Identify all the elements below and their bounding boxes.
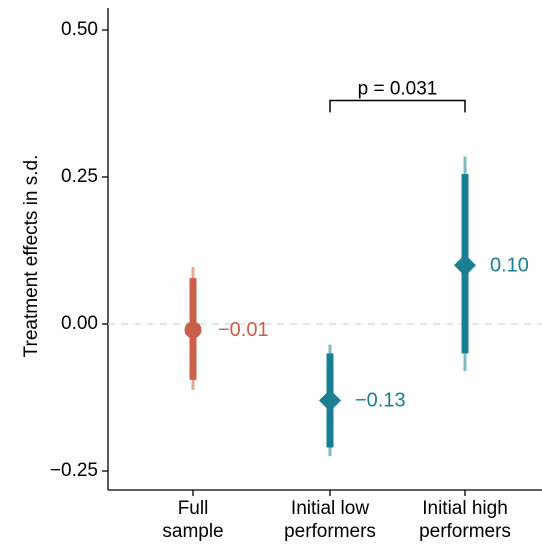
x-tick-label: performers (284, 521, 376, 542)
point-estimate-0 (184, 321, 202, 339)
y-tick-label: 0.50 (61, 19, 98, 40)
x-tick-label: Full (178, 498, 209, 519)
point-value-label: 0.10 (490, 254, 529, 276)
y-tick-label: 0.25 (61, 166, 98, 187)
x-tick-label: Initial high (422, 498, 508, 519)
point-estimate-2 (454, 254, 476, 277)
point-value-label: −0.13 (355, 390, 406, 412)
y-tick-label: 0.00 (61, 313, 98, 334)
point-value-label: −0.01 (218, 319, 269, 341)
y-axis-title: Treatment effects in s.d. (21, 155, 42, 358)
significance-bracket (329, 99, 466, 113)
x-tick-label: sample (162, 521, 223, 542)
x-tick-label: performers (419, 521, 511, 542)
point-estimate-1 (319, 389, 341, 412)
x-tick-label: Initial low (291, 498, 369, 519)
p-value-label: p = 0.031 (358, 79, 438, 100)
y-tick-label: −0.25 (50, 460, 98, 481)
